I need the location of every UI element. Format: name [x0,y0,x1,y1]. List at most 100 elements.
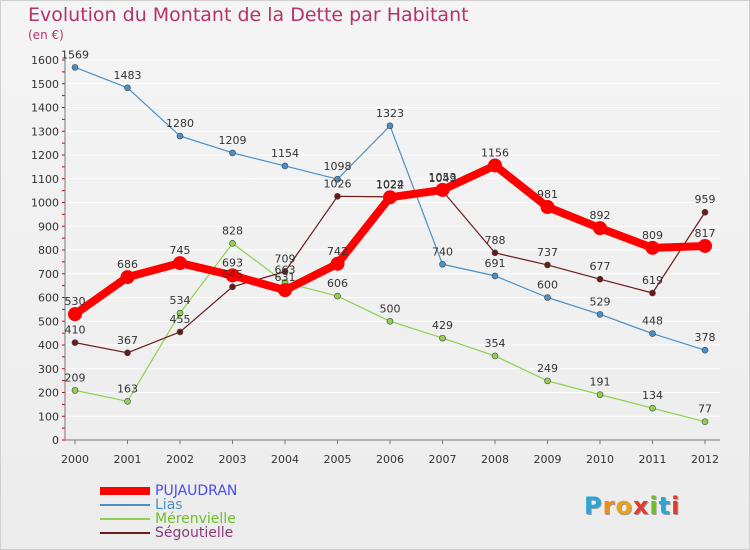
data-label: 1053 [429,171,457,184]
data-point [649,289,656,297]
data-label: 163 [117,382,138,395]
data-point [386,317,394,325]
legend-label-merenvielle: Mérenvielle [155,511,236,527]
legend-label-lias: Lias [155,497,183,513]
data-label: 606 [327,277,348,290]
data-label: 892 [590,209,611,222]
y-tick-label: 300 [38,363,59,376]
data-label: 354 [485,337,506,350]
data-label: 1098 [324,160,352,173]
data-point [386,122,394,130]
data-point [544,261,551,269]
data-point [544,377,551,385]
y-tick-label: 1500 [31,78,59,91]
data-point [229,283,236,291]
data-label: 1026 [324,177,352,190]
data-label: 529 [590,295,611,308]
data-label: 1049 [429,172,457,185]
data-label: 134 [642,389,663,402]
data-point [71,387,79,394]
y-tick-label: 1600 [31,54,59,67]
data-point [334,292,341,300]
logo-letter: x [632,492,650,520]
y-tick-label: 400 [38,339,59,352]
data-label: 77 [698,403,712,416]
data-label: 1483 [114,69,142,82]
logo-letter: i [649,492,659,520]
data-label: 455 [170,313,191,326]
data-label: 410 [65,324,86,337]
x-tick-label: 2011 [639,453,667,466]
data-point [701,418,709,426]
data-point [334,175,341,183]
data-label: 530 [65,295,86,308]
data-point [176,309,184,317]
data-point [124,397,131,405]
data-point [71,339,79,346]
logo-letter: o [615,492,633,520]
y-tick-label: 700 [38,268,59,281]
data-label: 1022 [376,178,404,191]
data-point [71,64,79,71]
data-label: 448 [642,315,663,328]
legend-swatch-pujaudran [100,487,150,495]
data-label: 959 [695,193,716,206]
chart-title: Evolution du Montant de la Dette par Hab… [28,4,469,26]
y-tick-label: 600 [38,292,59,305]
x-tick-label: 2009 [534,453,562,466]
data-point [488,158,502,173]
x-tick-label: 2010 [586,453,614,466]
data-label: 737 [537,246,558,259]
data-point [176,132,184,140]
data-point [491,249,499,257]
x-tick-label: 2002 [166,453,194,466]
data-point [68,307,82,322]
x-tick-label: 2000 [61,453,89,466]
logo-letter: P [584,492,603,520]
data-label: 740 [432,245,453,258]
data-point [596,391,604,398]
data-label: 1569 [61,48,89,61]
x-tick-label: 2005 [324,453,352,466]
data-label: 645 [222,268,243,281]
data-point [593,221,607,236]
data-label: 788 [485,234,506,247]
y-tick-label: 1200 [31,149,59,162]
legend-swatch-merenvielle [100,518,150,520]
data-label: 209 [65,371,86,384]
x-tick-label: 2004 [271,453,299,466]
data-point [124,349,131,357]
series-line-ségoutielle [74,190,706,354]
data-label: 1209 [219,134,247,147]
data-point [649,404,656,412]
data-point [225,268,240,283]
data-point [120,270,135,285]
data-label: 1156 [481,146,509,159]
data-label: 742 [327,245,348,258]
data-point [698,238,712,253]
data-point [330,256,345,271]
legend-swatch-segoutielle [100,532,150,534]
data-point [334,193,341,200]
data-point [435,182,450,197]
data-point [645,240,660,255]
data-point [701,346,709,354]
proxiti-logo: Proxiti [584,492,680,520]
x-tick-label: 2007 [429,453,457,466]
data-label: 500 [380,302,401,315]
data-point [176,328,184,336]
y-tick-label: 500 [38,315,59,328]
data-label: 191 [590,376,611,389]
data-label: 1024 [376,178,404,191]
data-label: 1323 [376,107,404,120]
data-label: 745 [170,244,191,257]
x-tick-label: 2001 [114,453,142,466]
legend-label-pujaudran: PUJAUDRAN [155,483,238,499]
data-point [491,352,499,360]
data-label: 619 [642,274,663,287]
y-tick-label: 1100 [31,173,59,186]
legend-swatch-lias [100,504,150,506]
logo-letter: t [658,492,672,520]
data-label: 981 [537,188,558,201]
x-tick-label: 2003 [219,453,247,466]
